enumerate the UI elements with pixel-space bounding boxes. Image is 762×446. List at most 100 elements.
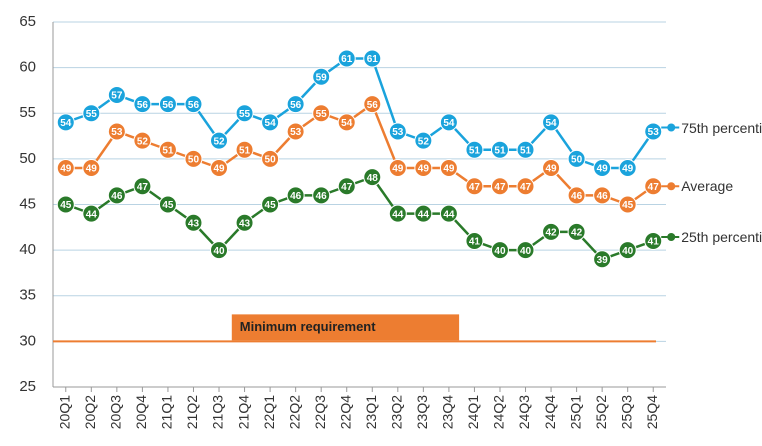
x-tick-label: 25Q1 bbox=[567, 395, 583, 429]
data-label: 50 bbox=[265, 155, 277, 166]
legend-label: Average bbox=[681, 178, 734, 195]
point bbox=[388, 122, 407, 141]
point bbox=[490, 177, 509, 196]
x-tick-label: 21Q3 bbox=[210, 395, 226, 429]
point bbox=[490, 140, 509, 159]
point bbox=[158, 140, 177, 159]
series-line bbox=[65, 102, 654, 206]
x-tick-label: 21Q2 bbox=[184, 395, 200, 429]
y-tick-label: 50 bbox=[19, 150, 36, 167]
point bbox=[388, 204, 407, 223]
point bbox=[618, 195, 637, 214]
data-label: 49 bbox=[60, 164, 72, 175]
data-label: 61 bbox=[341, 54, 353, 65]
point bbox=[439, 159, 458, 177]
data-label: 51 bbox=[520, 145, 532, 156]
data-label: 46 bbox=[597, 191, 609, 202]
point bbox=[56, 159, 75, 177]
x-tick-label: 25Q4 bbox=[644, 395, 660, 429]
point bbox=[388, 159, 407, 177]
point bbox=[618, 241, 637, 260]
point bbox=[593, 186, 612, 205]
data-label: 49 bbox=[597, 164, 609, 175]
data-label: 49 bbox=[213, 164, 225, 175]
y-tick-label: 65 bbox=[19, 13, 36, 30]
y-tick-label: 25 bbox=[19, 378, 36, 395]
x-tick-label: 22Q2 bbox=[286, 395, 302, 429]
reference-label-box bbox=[231, 314, 460, 341]
series-line bbox=[65, 175, 654, 261]
x-tick-label: 24Q2 bbox=[491, 395, 507, 429]
x-tick-label: 23Q3 bbox=[414, 395, 430, 429]
data-label: 56 bbox=[188, 100, 200, 111]
point bbox=[363, 168, 382, 187]
point bbox=[210, 241, 229, 260]
data-label: 49 bbox=[86, 164, 98, 175]
x-tick-label: 22Q4 bbox=[337, 395, 353, 429]
data-label: 44 bbox=[392, 209, 404, 220]
legend-label: 25th percentile bbox=[681, 229, 762, 245]
y-tick-label: 60 bbox=[19, 59, 36, 76]
data-label: 44 bbox=[443, 209, 455, 220]
data-label: 47 bbox=[137, 182, 149, 193]
point bbox=[542, 113, 561, 132]
data-label: 41 bbox=[469, 237, 481, 248]
data-label: 51 bbox=[162, 145, 174, 156]
data-label: 45 bbox=[60, 200, 72, 211]
point bbox=[184, 149, 203, 168]
point bbox=[56, 195, 75, 214]
data-label: 52 bbox=[137, 136, 149, 147]
data-label: 53 bbox=[392, 127, 404, 138]
point bbox=[465, 140, 484, 159]
data-label: 46 bbox=[290, 191, 302, 202]
x-tick-label: 20Q3 bbox=[108, 395, 124, 429]
x-tick-label: 23Q1 bbox=[363, 395, 379, 429]
data-label: 52 bbox=[418, 136, 430, 147]
data-label: 45 bbox=[622, 200, 634, 211]
point bbox=[158, 95, 177, 114]
x-tick-label: 24Q4 bbox=[542, 395, 558, 429]
legend-marker bbox=[667, 182, 676, 191]
data-label: 42 bbox=[546, 228, 558, 239]
data-label: 55 bbox=[239, 109, 251, 120]
point bbox=[133, 95, 152, 114]
point bbox=[516, 140, 535, 159]
point bbox=[210, 159, 229, 177]
point bbox=[82, 159, 101, 177]
data-label: 54 bbox=[341, 118, 353, 129]
x-tick-label: 21Q1 bbox=[159, 395, 175, 429]
y-tick-label: 55 bbox=[19, 104, 36, 121]
data-label: 53 bbox=[111, 127, 123, 138]
data-label: 53 bbox=[290, 127, 302, 138]
y-tick-label: 40 bbox=[19, 241, 36, 258]
data-label: 51 bbox=[469, 145, 481, 156]
point bbox=[235, 213, 254, 232]
reference-label: Minimum requirement bbox=[240, 319, 376, 334]
data-label: 40 bbox=[494, 246, 506, 257]
data-label: 40 bbox=[622, 246, 634, 257]
point bbox=[414, 204, 433, 223]
data-label: 46 bbox=[571, 191, 583, 202]
point bbox=[107, 86, 126, 104]
point bbox=[107, 122, 126, 141]
x-tick-label: 25Q3 bbox=[618, 395, 634, 429]
data-label: 50 bbox=[188, 155, 200, 166]
point bbox=[337, 49, 356, 68]
point bbox=[82, 104, 101, 123]
point bbox=[261, 195, 280, 214]
x-tick-label: 22Q3 bbox=[312, 395, 328, 429]
data-label: 51 bbox=[494, 145, 506, 156]
point bbox=[363, 95, 382, 114]
point bbox=[312, 67, 331, 86]
point bbox=[337, 113, 356, 132]
x-tick-label: 23Q4 bbox=[440, 395, 456, 429]
data-label: 45 bbox=[162, 200, 174, 211]
data-label: 45 bbox=[265, 200, 277, 211]
point bbox=[567, 222, 586, 241]
data-label: 43 bbox=[188, 218, 200, 229]
data-label: 47 bbox=[341, 182, 353, 193]
point bbox=[261, 149, 280, 168]
x-tick-label: 22Q1 bbox=[261, 395, 277, 429]
point bbox=[439, 204, 458, 223]
